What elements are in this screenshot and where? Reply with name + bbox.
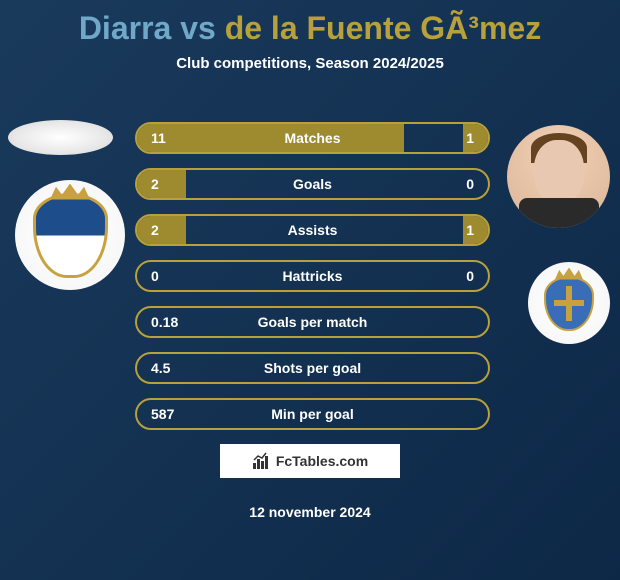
stat-value-left: 2 xyxy=(151,222,159,238)
stat-label: Hattricks xyxy=(283,268,343,284)
stat-row: 2 Assists 1 xyxy=(135,214,490,246)
stat-value-left: 4.5 xyxy=(151,360,170,376)
stat-value-right: 1 xyxy=(466,130,474,146)
player1-photo xyxy=(8,120,113,155)
brand-text: FcTables.com xyxy=(276,453,368,469)
stat-value-left: 587 xyxy=(151,406,174,422)
subtitle: Club competitions, Season 2024/2025 xyxy=(0,55,620,72)
brand-badge: FcTables.com xyxy=(220,444,400,478)
stat-row: 2 Goals 0 xyxy=(135,168,490,200)
stat-fill-left xyxy=(137,124,404,152)
stat-label: Shots per goal xyxy=(264,360,361,376)
stat-label: Goals per match xyxy=(258,314,368,330)
chart-icon xyxy=(252,452,270,470)
stat-label: Assists xyxy=(288,222,338,238)
stat-value-left: 0.18 xyxy=(151,314,178,330)
stat-row: 587 Min per goal xyxy=(135,398,490,430)
stat-row: 11 Matches 1 xyxy=(135,122,490,154)
stat-row: 0 Hattricks 0 xyxy=(135,260,490,292)
date-text: 12 november 2024 xyxy=(249,504,370,520)
stat-value-right: 0 xyxy=(466,268,474,284)
stat-value-left: 0 xyxy=(151,268,159,284)
stat-value-right: 1 xyxy=(466,222,474,238)
stat-value-left: 11 xyxy=(151,130,166,146)
stat-row: 0.18 Goals per match xyxy=(135,306,490,338)
stat-row: 4.5 Shots per goal xyxy=(135,352,490,384)
player2-photo xyxy=(507,125,610,228)
stat-value-right: 0 xyxy=(466,176,474,192)
team1-badge xyxy=(15,180,125,290)
stat-label: Goals xyxy=(293,176,332,192)
stat-label: Matches xyxy=(284,130,340,146)
stat-label: Min per goal xyxy=(271,406,353,422)
stat-fill-left xyxy=(137,170,186,198)
stat-fill-left xyxy=(137,216,186,244)
team1-crest-icon xyxy=(33,193,108,278)
stat-value-left: 2 xyxy=(151,176,159,192)
page-title: Diarra vs de la Fuente GÃ³mez xyxy=(0,0,620,47)
team2-badge xyxy=(528,262,610,344)
team2-crest-icon xyxy=(544,276,594,331)
stats-container: 11 Matches 1 2 Goals 0 2 Assists 1 0 Hattricks 0 0.1… xyxy=(135,122,490,444)
